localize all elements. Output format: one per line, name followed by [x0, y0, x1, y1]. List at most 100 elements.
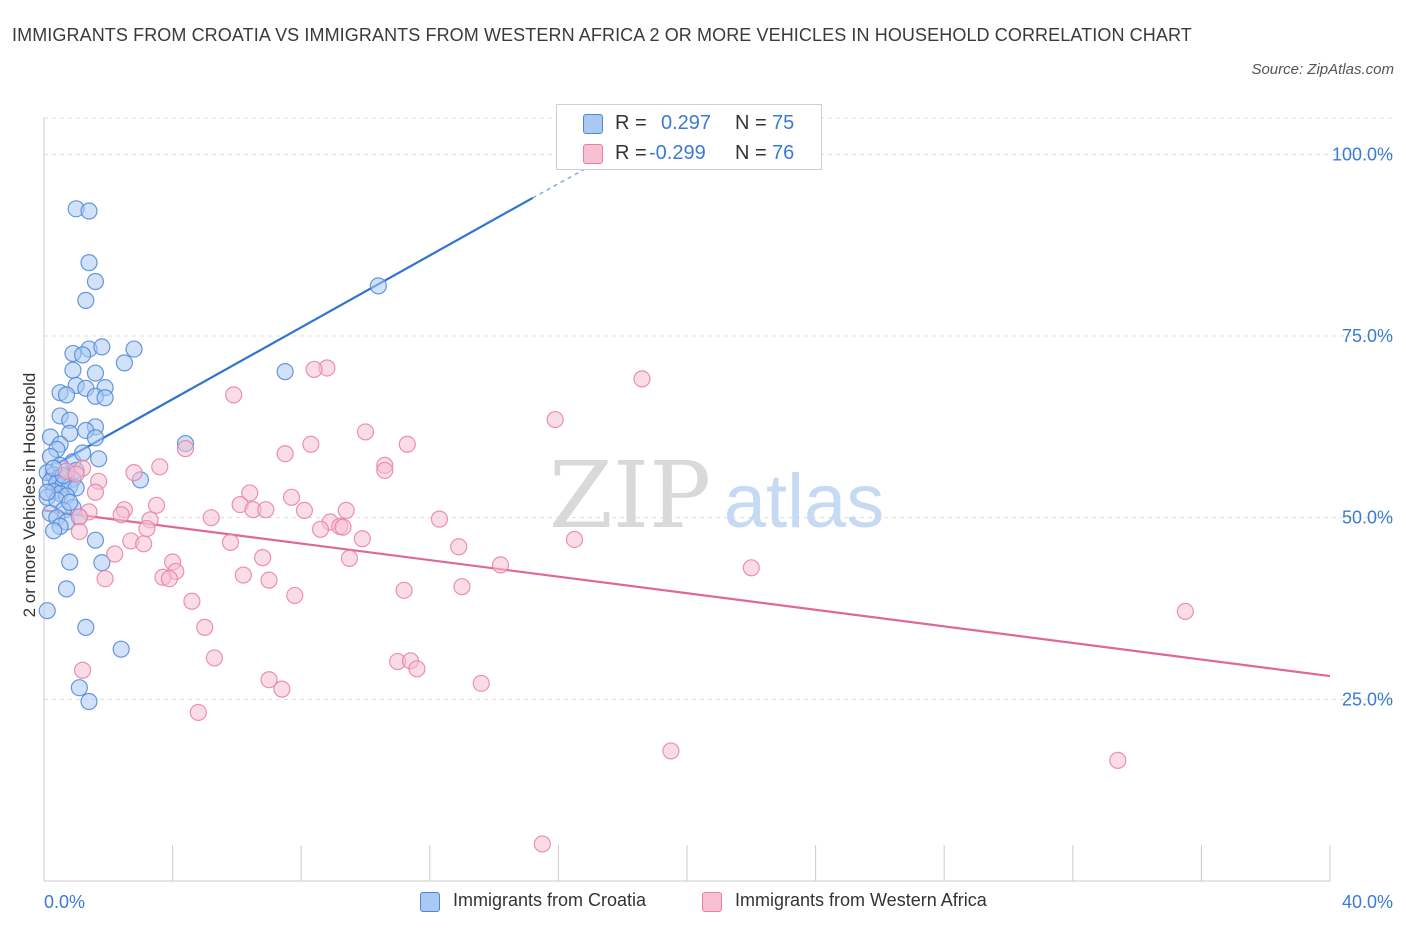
wafrica-point	[453, 578, 471, 596]
legend-croatia-label: Immigrants from Croatia	[453, 890, 647, 910]
source-label: Source: ZipAtlas.com	[1251, 61, 1394, 78]
wafrica-point	[662, 742, 680, 760]
wafrica-point	[202, 509, 220, 527]
wafrica-point	[311, 520, 330, 538]
wafrica-point	[112, 506, 130, 524]
wafrica-point	[472, 674, 490, 692]
wafrica-point	[395, 581, 413, 599]
croatia-point	[61, 424, 79, 442]
y-tick-label: 75.0%	[1342, 326, 1393, 346]
croatia-point	[112, 640, 130, 658]
wafrica-point	[1109, 751, 1127, 769]
wafrica-point	[260, 571, 278, 589]
wafrica-point	[160, 570, 178, 588]
croatia-point	[276, 363, 294, 381]
wafrica-point	[96, 570, 114, 588]
croatia-point	[73, 346, 92, 364]
wafrica-point	[234, 566, 252, 584]
wafrica-point	[295, 501, 314, 519]
croatia-point	[77, 291, 95, 309]
croatia-n-value: 75	[772, 112, 795, 134]
croatia-point	[93, 554, 111, 572]
wafrica-point	[376, 461, 394, 480]
wafrica-point	[183, 592, 201, 610]
croatia-point	[86, 429, 105, 447]
wafrica-point	[353, 530, 371, 548]
wafrica-point	[254, 549, 272, 567]
chart-title: IMMIGRANTS FROM CROATIA VS IMMIGRANTS FR…	[12, 25, 1192, 45]
croatia-point	[80, 254, 98, 272]
wafrica-point	[276, 445, 294, 463]
croatia-point	[38, 483, 56, 501]
wafrica-point	[282, 488, 301, 506]
legend-wafrica-label: Immigrants from Western Africa	[735, 890, 987, 910]
n-label: N =	[735, 112, 767, 134]
wafrica-point	[106, 545, 124, 563]
croatia-point	[61, 553, 79, 571]
r-label: R =	[615, 142, 647, 164]
x-tick-label: 0.0%	[44, 892, 85, 912]
wafrica-point	[257, 501, 275, 519]
croatia-point	[45, 522, 63, 540]
wafrica-point	[450, 538, 468, 556]
wafrica-point	[334, 518, 352, 536]
wafrica-point	[356, 423, 375, 441]
croatia-point	[86, 531, 105, 549]
wafrica-point	[70, 522, 88, 541]
wafrica-point	[135, 535, 153, 553]
wafrica-point	[565, 530, 584, 549]
wafrica-point	[225, 386, 243, 404]
legend-row-croatia: R = 0.297 N = 75	[557, 109, 821, 139]
wafrica-point	[305, 360, 323, 379]
wafrica-point	[67, 465, 85, 483]
croatia-point	[57, 386, 76, 404]
wafrica-point	[138, 519, 156, 538]
points-layer	[38, 200, 1194, 853]
wafrica-point	[189, 703, 207, 722]
croatia-point	[115, 354, 133, 372]
y-tick-label: 50.0%	[1342, 508, 1393, 528]
wafrica-point	[147, 496, 166, 514]
croatia-point	[93, 338, 111, 356]
wafrica-point	[73, 661, 92, 679]
wafrica-point	[125, 464, 143, 482]
wafrica-point	[546, 410, 564, 429]
croatia-point	[96, 389, 114, 407]
legend-wafrica-swatch	[702, 892, 722, 912]
wafrica-point	[430, 510, 449, 528]
wafrica-point	[340, 549, 359, 567]
croatia-point	[86, 272, 105, 291]
wafrica-point	[70, 508, 88, 526]
wafrica-point	[176, 440, 195, 458]
wafrica-point	[408, 660, 426, 678]
r-label: R =	[615, 112, 647, 134]
y-tick-label: 25.0%	[1342, 689, 1393, 709]
y-tick-label: 100.0%	[1332, 144, 1393, 164]
croatia-point	[73, 444, 92, 462]
wafrica-point	[260, 671, 278, 689]
wafrica-n-value: 76	[772, 142, 795, 164]
croatia-point	[80, 202, 98, 220]
wafrica-point	[286, 586, 304, 605]
croatia-point	[57, 580, 76, 598]
wafrica-point	[491, 556, 510, 574]
wafrica-point	[302, 435, 320, 453]
croatia-point	[61, 493, 79, 512]
wafrica-point	[273, 680, 291, 698]
wafrica-point	[337, 501, 355, 519]
croatia-point	[70, 679, 88, 697]
wafrica-point	[151, 458, 169, 476]
wafrica-trend-line	[43, 509, 1331, 678]
trend-lines	[43, 165, 1331, 678]
tick-labels: 25.0% 50.0% 75.0% 100.0% 0.0% 40.0%	[44, 144, 1393, 912]
croatia-point	[86, 364, 105, 382]
watermark-atlas: atlas	[724, 459, 885, 544]
croatia-r-value: 0.297	[661, 112, 712, 134]
croatia-point	[38, 602, 56, 620]
wafrica-point	[241, 484, 259, 502]
x-tick-label: 40.0%	[1342, 892, 1393, 912]
wafrica-point	[205, 649, 223, 667]
croatia-point	[77, 618, 95, 636]
croatia-point	[125, 340, 143, 358]
